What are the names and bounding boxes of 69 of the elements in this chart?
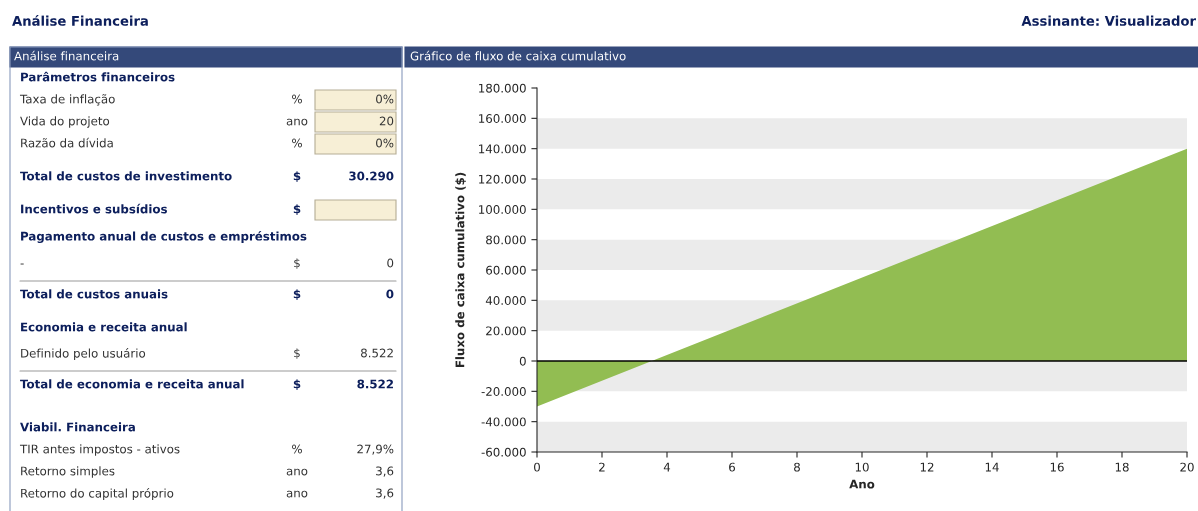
text: ano — [286, 118, 308, 126]
text: Vida do projeto — [20, 116, 110, 128]
text: 30.290 — [349, 171, 394, 181]
y-tick-label: 60.000 — [486, 265, 526, 275]
text: 27,9% — [357, 444, 394, 455]
text: Parâmetros financeiros — [21, 71, 175, 82]
x-tick-label: 8 — [794, 462, 800, 472]
text: Viabil. Financeira — [20, 422, 135, 432]
text: Pagamento anual de custos e empréstimos — [21, 231, 307, 243]
x-tick-label: 18 — [1115, 462, 1129, 472]
x-tick-label: 10 — [855, 462, 869, 472]
text: $ — [293, 289, 301, 300]
text: TIR antes impostos - ativos — [19, 444, 180, 456]
y-tick-label: 140.000 — [479, 144, 526, 154]
x-tick-label: 20 — [1180, 462, 1194, 472]
text: Total de custos de investimento — [20, 171, 232, 181]
text: Análise financeira — [14, 50, 119, 61]
text: Taxa de inflação — [19, 94, 115, 106]
x-tick-label: 14 — [985, 462, 999, 472]
x-tick-label: 2 — [599, 462, 605, 472]
y-tick-label: 120.000 — [479, 174, 526, 184]
text: $ — [294, 348, 300, 359]
text: Retorno simples — [21, 466, 115, 478]
text: Total de economia e receita anual — [20, 379, 244, 389]
text: % — [292, 94, 302, 104]
y-tick-label: 180.000 — [479, 83, 526, 93]
y-tick-label: 80.000 — [486, 235, 526, 245]
y-tick-label: 40.000 — [485, 296, 526, 305]
y-tick-label: 160.000 — [479, 114, 526, 123]
y-tick-label: -20.000 — [481, 387, 526, 396]
text: ano — [286, 468, 308, 476]
text: $ — [294, 258, 300, 269]
text: 8.522 — [357, 379, 393, 389]
text: Incentivos e subsídios — [21, 203, 167, 214]
text: 3,6 — [376, 488, 394, 499]
text: Total de custos anuais — [20, 289, 168, 299]
x-tick-label: 16 — [1050, 462, 1064, 472]
text: $ — [293, 204, 301, 215]
text: $ — [293, 171, 301, 182]
text: Definido pelo usuário — [21, 348, 146, 360]
text: 8.522 — [361, 348, 393, 358]
x-tick-label: 12 — [920, 462, 934, 472]
text: Economia e receita anual — [21, 322, 187, 332]
y-tick-label: -40.000 — [481, 417, 526, 427]
x-tick-label: 6 — [729, 462, 736, 472]
text: 3,6 — [376, 466, 394, 477]
text: 0 — [387, 258, 394, 268]
text: 0% — [376, 94, 394, 104]
y-tick-label: 0 — [519, 356, 526, 366]
text: Razão da dívida — [21, 137, 113, 148]
y-tick-label: 20.000 — [486, 326, 526, 336]
x-tick-label: 0 — [534, 462, 540, 472]
text: 0% — [376, 138, 394, 148]
y-tick-label: 100.000 — [479, 205, 526, 214]
text: % — [292, 138, 302, 148]
x-axis-title: Ano — [849, 479, 875, 489]
y-tick-label: -60.000 — [481, 447, 526, 457]
text: $ — [293, 379, 301, 390]
x-tick-label: 4 — [663, 462, 671, 472]
chart-title: Gráfico de fluxo de caixa cumulativo — [410, 50, 626, 61]
y-axis-title: Fluxo de caixa cumulativo ($) — [455, 172, 466, 368]
text: Assinante: Visualizador — [1021, 15, 1196, 26]
text: % — [292, 444, 302, 454]
text: 0 — [386, 289, 394, 299]
text: - — [20, 263, 24, 265]
text: Retorno do capital próprio — [21, 488, 174, 500]
text: 20 — [379, 116, 394, 126]
text: ano — [286, 490, 308, 498]
text: Análise Financeira — [12, 15, 148, 26]
